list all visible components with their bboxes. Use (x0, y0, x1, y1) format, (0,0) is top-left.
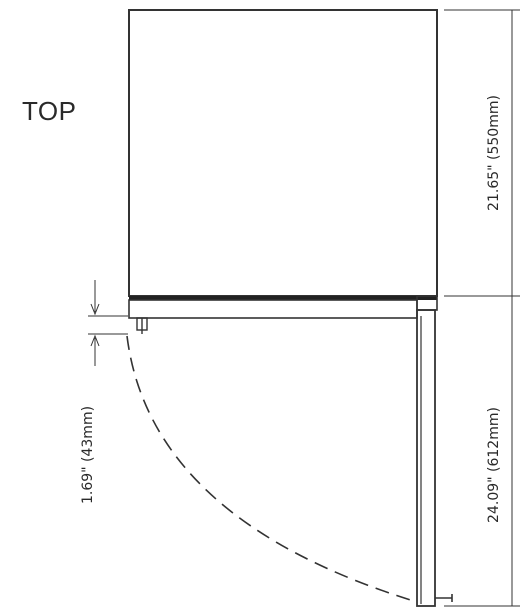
dimension-label-door-offset: 1.69" (43mm) (80, 406, 96, 504)
door-open (416, 309, 436, 607)
door-panel-closed (128, 299, 418, 319)
view-label-top: TOP (22, 96, 77, 126)
dimension-label-cabinet-depth: 21.65" (550mm) (486, 95, 502, 211)
door-swing-arc (126, 335, 418, 603)
offset-arrowhead-lower (90, 334, 100, 347)
dimension-label-door-depth: 24.09" (612mm) (486, 407, 502, 523)
cabinet-body (128, 9, 438, 297)
door-top-strip (129, 296, 437, 300)
offset-arrowhead-upper (90, 303, 100, 316)
